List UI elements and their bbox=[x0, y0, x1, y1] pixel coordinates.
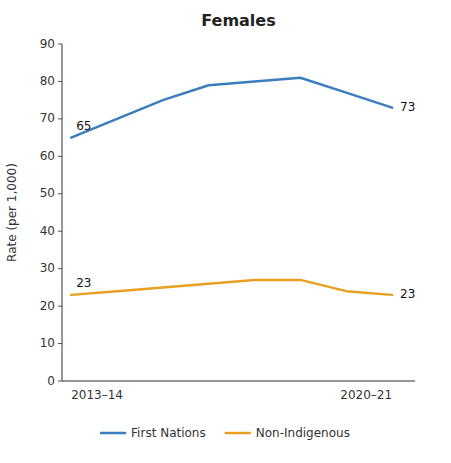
legend-swatch bbox=[226, 432, 250, 435]
y-tick bbox=[58, 118, 62, 119]
legend-label: First Nations bbox=[131, 426, 206, 440]
y-tick bbox=[58, 81, 62, 82]
y-tick bbox=[58, 268, 62, 269]
legend-label: Non-Indigenous bbox=[256, 426, 350, 440]
x-tick-label: 2013–14 bbox=[71, 388, 123, 402]
plot-area bbox=[71, 78, 392, 295]
y-tick-label: 80 bbox=[40, 74, 55, 88]
y-tick bbox=[58, 193, 62, 194]
data-label: 23 bbox=[76, 276, 91, 290]
data-label: 65 bbox=[76, 119, 91, 133]
y-axis-line bbox=[62, 44, 63, 381]
chart-svg: Females Rate (per 1,000) 0 10 20 30 40 50 60 70 80… bbox=[0, 0, 451, 463]
data-label: 73 bbox=[400, 100, 415, 114]
y-tick bbox=[58, 44, 62, 45]
y-tick-label: 60 bbox=[40, 149, 55, 163]
legend-swatch bbox=[101, 432, 125, 435]
y-axis-label: Rate (per 1,000) bbox=[5, 163, 19, 262]
series-line bbox=[71, 78, 392, 138]
y-tick bbox=[58, 381, 62, 382]
y-tick-label: 70 bbox=[40, 111, 55, 125]
y-tick bbox=[58, 156, 62, 157]
y-tick-label: 90 bbox=[40, 37, 55, 51]
y-tick-label: 20 bbox=[40, 299, 55, 313]
y-tick bbox=[58, 306, 62, 307]
x-tick-label: 2020–21 bbox=[340, 388, 392, 402]
data-label: 23 bbox=[400, 287, 415, 301]
x-axis-line bbox=[62, 381, 415, 382]
y-tick-label: 10 bbox=[40, 336, 55, 350]
y-tick bbox=[58, 231, 62, 232]
y-tick-label: 40 bbox=[40, 224, 55, 238]
legend: First Nations Non-Indigenous bbox=[101, 426, 350, 440]
y-tick-label: 50 bbox=[40, 186, 55, 200]
y-tick-label: 30 bbox=[40, 261, 55, 275]
title: Females bbox=[201, 11, 275, 30]
background bbox=[0, 0, 451, 463]
series-line bbox=[71, 280, 392, 295]
chart-container: Females Rate (per 1,000) 0 10 20 30 40 50 60 70 80… bbox=[0, 0, 451, 463]
y-tick bbox=[58, 343, 62, 344]
y-tick-label: 0 bbox=[47, 374, 55, 388]
